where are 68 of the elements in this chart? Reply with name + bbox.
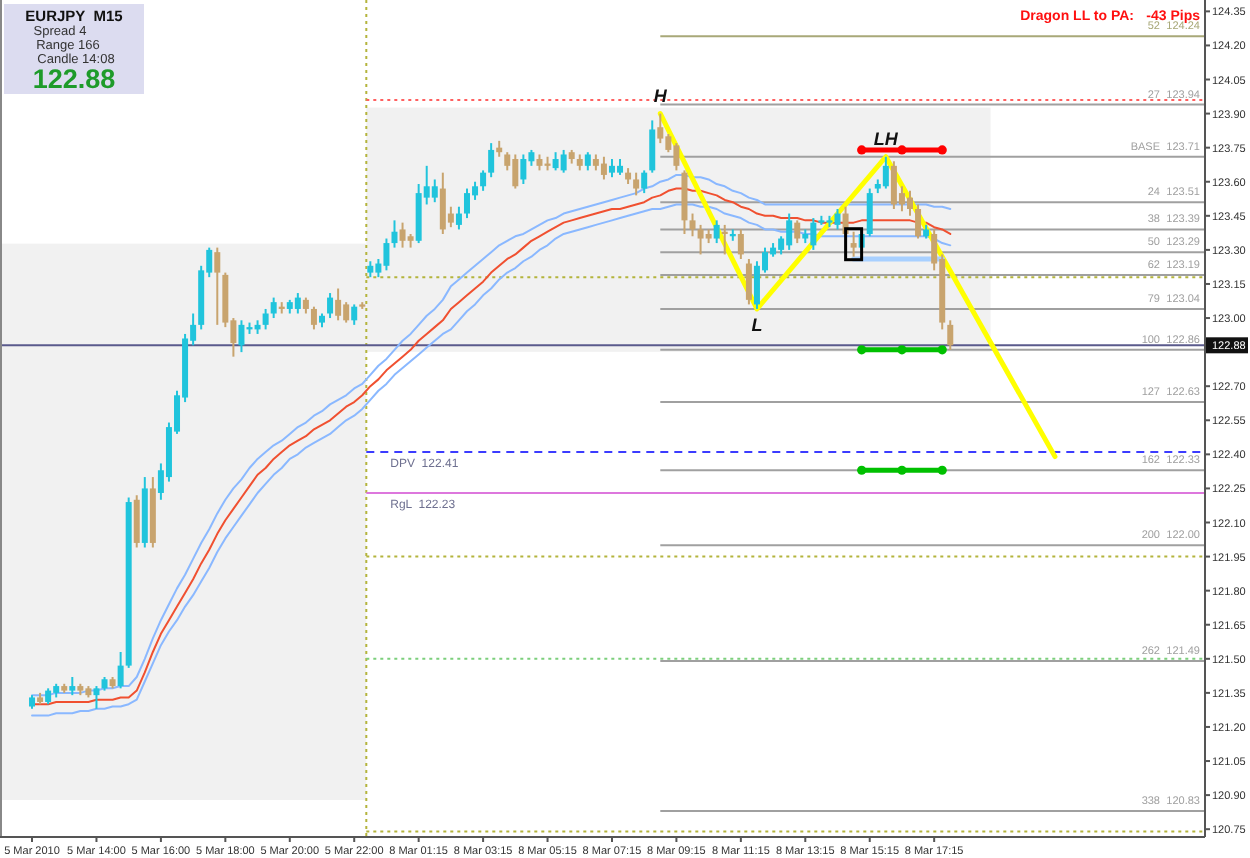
- candlestick: [866, 187, 873, 238]
- point: [897, 465, 907, 475]
- candlestick: [810, 217, 817, 251]
- candlestick: [689, 212, 696, 238]
- candlestick: [641, 169, 648, 195]
- candlestick: [794, 219, 801, 245]
- line-series: [657, 111, 1058, 460]
- candlestick: [915, 203, 922, 240]
- point: [937, 345, 947, 355]
- candlestick: [351, 303, 358, 326]
- candlestick: [753, 260, 760, 310]
- candlestick: [850, 230, 857, 258]
- candlestick: [907, 189, 913, 217]
- candlestick: [673, 142, 680, 172]
- candlestick: [455, 205, 462, 231]
- candlestick: [270, 296, 277, 320]
- point: [937, 145, 947, 155]
- candlestick: [697, 223, 704, 256]
- candlestick: [745, 257, 752, 306]
- candlestick: [649, 119, 656, 174]
- candlestick: [431, 178, 438, 204]
- candlestick: [786, 212, 793, 251]
- candlestick: [463, 187, 470, 220]
- point: [937, 465, 947, 475]
- candlestick: [133, 494, 140, 549]
- candlestick: [383, 237, 390, 272]
- candlestick: [681, 169, 688, 235]
- annotation: 122.88: [32, 64, 117, 94]
- data-label: LH: [873, 128, 899, 149]
- candlestick: [327, 292, 334, 320]
- candlestick: [93, 685, 100, 710]
- candlestick: [834, 208, 841, 231]
- candlestick: [947, 319, 954, 351]
- candlestick: [262, 307, 269, 331]
- candlestick: [713, 219, 720, 245]
- candlestick: [737, 228, 744, 260]
- candlestick: [238, 319, 245, 354]
- candlestick: [480, 169, 487, 192]
- candlestick: [214, 246, 221, 326]
- candlestick: [439, 171, 446, 235]
- candlestick: [520, 153, 527, 186]
- candlestick: [584, 151, 591, 172]
- candlestick: [343, 301, 350, 324]
- candlestick: [608, 158, 615, 179]
- point: [857, 345, 867, 355]
- candlestick: [117, 650, 124, 690]
- candlestick: [560, 148, 567, 174]
- candlestick: [310, 305, 317, 331]
- candlestick: [294, 292, 301, 315]
- candlestick: [415, 183, 422, 245]
- candlestick: [69, 675, 76, 697]
- candlestick: [600, 155, 607, 181]
- candlestick: [335, 287, 342, 322]
- candlestick: [633, 171, 640, 197]
- candlestick: [657, 112, 664, 145]
- point: [897, 345, 907, 355]
- candlestick: [488, 142, 495, 179]
- point: [857, 465, 867, 475]
- point: [857, 145, 867, 155]
- candlestick: [552, 151, 559, 172]
- candlestick: [512, 153, 519, 190]
- candlestick: [890, 160, 897, 210]
- data-label: L: [751, 314, 763, 335]
- candlestick: [391, 219, 398, 249]
- point: [897, 145, 907, 155]
- candlestick: [882, 155, 889, 190]
- candlestick: [399, 221, 406, 249]
- data-label: H: [653, 85, 668, 106]
